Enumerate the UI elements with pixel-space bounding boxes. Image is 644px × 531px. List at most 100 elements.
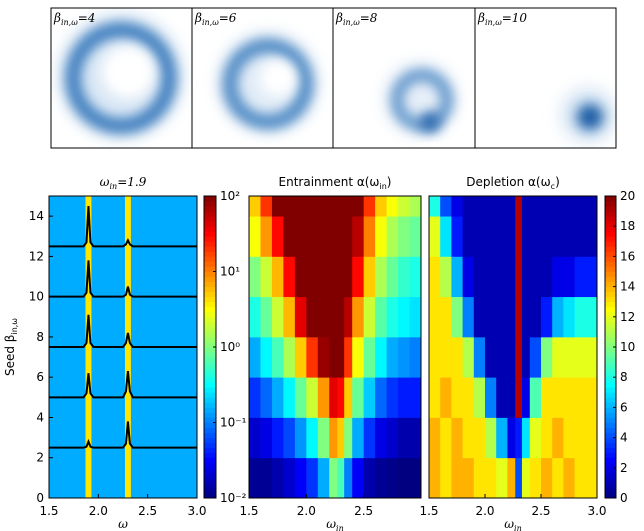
colorbar-tick-label: 4 (620, 431, 628, 445)
heat-cell (271, 457, 284, 499)
heat-cell (473, 457, 486, 499)
image-panel (475, 8, 616, 148)
heat-cell (283, 377, 296, 418)
heat-cell (249, 196, 261, 217)
x-tick-label: 2.0 (297, 504, 316, 518)
panel-label: βin,ω=6 (194, 11, 237, 27)
heat-cell (563, 296, 575, 338)
panel-label: βin,ω=4 (53, 11, 95, 27)
heat-cell (398, 296, 410, 338)
x-axis-label-part: ω (504, 517, 514, 531)
colorbar-step (605, 412, 616, 418)
image-panel (333, 8, 475, 148)
colorbar-step (204, 467, 216, 474)
heat-cell (529, 457, 542, 499)
line (49, 260, 197, 298)
heat-cell (344, 457, 353, 499)
heat-cell (283, 417, 296, 459)
heat-cell (344, 216, 353, 257)
heat-cell (462, 256, 475, 298)
colorbar-tick-label: 10⁰ (220, 340, 240, 354)
heat-cell (574, 256, 587, 298)
heat-cell (429, 417, 441, 459)
colorbar-step (204, 347, 216, 353)
heat-cell (363, 417, 376, 459)
heat-cell (260, 377, 273, 418)
y-axis-label-part: in,ω (10, 318, 19, 335)
colorbar-tick-label: 16 (620, 249, 635, 263)
colorbar-step (605, 382, 616, 388)
colorbar-step (605, 261, 616, 267)
heat-cell (496, 216, 508, 257)
heat-cell (409, 457, 422, 499)
colorbar-step (204, 271, 216, 277)
heat-cell (363, 256, 376, 298)
panel-title-part: in (379, 182, 386, 191)
heat-cell (529, 417, 542, 459)
panel-label-part: in,ω (485, 18, 502, 27)
heat-cell (317, 377, 330, 418)
colorbar-step (605, 372, 616, 378)
colorbar-step (204, 256, 216, 262)
plot-frame (248, 195, 422, 499)
heat-cell (507, 196, 516, 217)
colorbar-tick-label: 10 (620, 340, 635, 354)
colorbar-step (605, 306, 616, 313)
heat-cell (521, 417, 531, 459)
colorbar-step (605, 387, 616, 393)
heat-cell (529, 196, 542, 217)
colorbar-step (605, 281, 616, 287)
colorbar-step (204, 412, 216, 418)
panel-label-part: =8 (360, 11, 378, 25)
colorbar-tick-label: 14 (620, 280, 635, 294)
heat-cell (440, 417, 452, 459)
colorbar-step (204, 417, 216, 423)
heat-cell (515, 216, 523, 257)
heat-cell (337, 457, 345, 499)
panel-label-part: =10 (502, 11, 528, 25)
heat-cell (317, 196, 330, 217)
heat-cell (473, 377, 486, 418)
colorbar-step (204, 372, 216, 378)
colorbar-step (605, 206, 616, 212)
heat-cell (563, 196, 575, 217)
colorbar-step (605, 492, 616, 499)
y-axis-label-part: Seed β (3, 335, 17, 376)
x-tick-label: 2.5 (354, 504, 373, 518)
heat-cell (552, 256, 564, 298)
colorbar-step (605, 236, 616, 242)
heat-cell (515, 377, 523, 418)
colorbar-step (605, 422, 616, 428)
heat-cell (541, 417, 553, 459)
colorbar-step (204, 437, 216, 444)
heat-cell (529, 216, 542, 257)
heat-cell (541, 457, 553, 499)
colorbar-step (605, 331, 616, 338)
heat-cell (271, 296, 284, 338)
colorbar-step (204, 402, 216, 408)
heat-cell (496, 256, 508, 298)
x-axis-label-part: in (336, 524, 344, 531)
colorbar-step (605, 352, 616, 358)
colorbar-step (605, 256, 616, 262)
heat-cell (574, 457, 587, 499)
colorbar-step (204, 211, 216, 217)
heat-cell (329, 377, 338, 418)
colorbar-step (605, 196, 616, 202)
colorbar-tick-label: 0 (620, 491, 628, 505)
heat-cell (473, 216, 486, 257)
heat-cell (507, 417, 516, 459)
colorbar-step (605, 341, 616, 348)
heat-cell (363, 296, 376, 338)
colorbar-step (605, 362, 616, 368)
heat-cell (283, 216, 296, 257)
heat-cell (306, 216, 319, 257)
colorbar-step (204, 482, 216, 489)
colorbar-step (204, 281, 216, 287)
heat-cell (249, 377, 261, 418)
heat-cell (541, 296, 553, 338)
heat-cell (451, 216, 463, 257)
heat-cell (294, 296, 307, 338)
colorbar-step (204, 367, 216, 373)
